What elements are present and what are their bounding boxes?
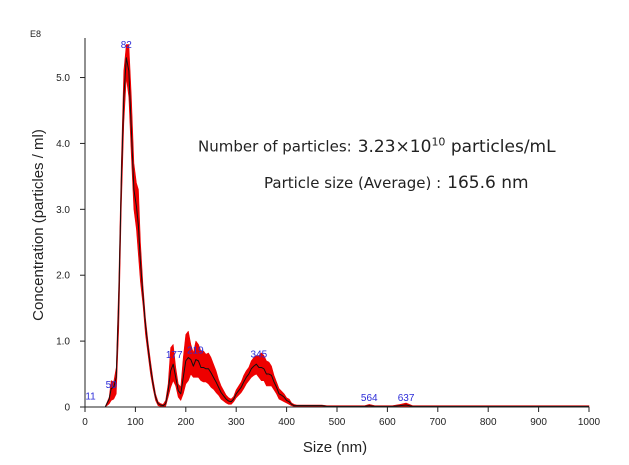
y-axis-title: Concentration (particles / ml) — [30, 129, 47, 321]
peak-label: 219 — [187, 346, 204, 357]
x-tick-label: 900 — [530, 417, 547, 428]
particle-count-label: Number of particles: — [198, 137, 352, 156]
peak-label: 637 — [398, 393, 415, 404]
particle-size-value: 165.6 nm — [447, 173, 529, 193]
x-tick-label: 1000 — [578, 417, 601, 428]
peak-label: 345 — [251, 350, 268, 361]
peak-label: 11 — [85, 392, 96, 403]
particle-size-label: Particle size (Average) : — [264, 174, 442, 192]
x-axis-title: Size (nm) — [303, 439, 367, 456]
peak-label: 564 — [361, 393, 378, 404]
y-tick-label: 4.0 — [56, 139, 70, 150]
x-tick-label: 200 — [177, 417, 194, 428]
x-tick-label: 300 — [228, 417, 245, 428]
y-tick-label: 3.0 — [56, 205, 70, 216]
y-tick-label: 0 — [64, 403, 70, 414]
particle-count-base: 3.23×10 — [357, 136, 432, 157]
y-multiplier-label: E8 — [30, 29, 41, 39]
mean-line — [85, 57, 589, 408]
x-tick-label: 800 — [480, 417, 497, 428]
x-tick-label: 600 — [379, 417, 396, 428]
x-tick-label: 0 — [82, 417, 88, 428]
particle-count-unit: particles/mL — [450, 136, 556, 157]
peak-label: 82 — [121, 40, 133, 51]
error-band — [84, 44, 590, 408]
particle-size-info: Particle size (Average) : 165.6 nm — [264, 173, 529, 193]
y-tick-label: 5.0 — [56, 73, 70, 84]
x-tick-label: 100 — [127, 417, 144, 428]
peak-label: 50 — [106, 380, 118, 391]
x-tick-label: 400 — [278, 417, 295, 428]
x-tick-label: 700 — [429, 417, 446, 428]
particle-count-exponent: 10 — [431, 135, 446, 148]
y-tick-label: 2.0 — [56, 271, 70, 282]
y-tick-label: 1.0 — [56, 337, 70, 348]
peak-label: 177 — [166, 350, 183, 361]
particle-count-info: Number of particles: 3.23×1010 particles/… — [198, 135, 556, 157]
particle-count-value: 3.23×1010 particles/mL — [357, 135, 556, 157]
x-tick-label: 500 — [329, 417, 346, 428]
